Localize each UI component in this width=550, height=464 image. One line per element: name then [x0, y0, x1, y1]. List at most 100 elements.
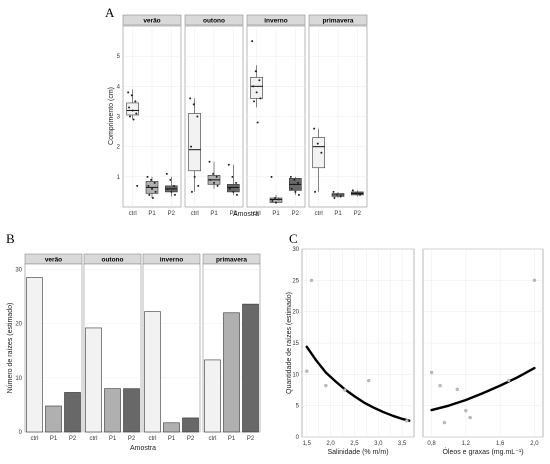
x-tick-label: 1,6	[496, 441, 505, 447]
data-point	[135, 112, 138, 115]
data-point	[150, 178, 153, 181]
data-point	[332, 190, 335, 193]
facet-strip	[246, 14, 306, 26]
y-tick-label: 4	[117, 84, 121, 90]
x-tick-label: P2	[292, 211, 300, 217]
fit-curve	[305, 345, 411, 422]
bar-ctrl	[204, 359, 221, 433]
x-tick-label: P1	[272, 211, 280, 217]
facet-title: verão	[45, 257, 62, 264]
fit-curve	[430, 366, 536, 412]
data-point	[532, 278, 537, 283]
data-point	[197, 184, 200, 187]
data-point	[132, 118, 135, 121]
y-axis-title: Número de raízes (estimado)	[7, 303, 14, 394]
bar-ctrl	[85, 327, 102, 433]
x-tick-label: P1	[210, 211, 218, 217]
bar-ctrl	[26, 277, 43, 433]
data-point	[367, 378, 371, 383]
y-axis-title: Comprimento (cm)	[108, 87, 115, 145]
data-point	[216, 184, 219, 187]
data-point	[270, 175, 273, 178]
data-point	[438, 383, 442, 388]
facet-title: outono	[101, 257, 123, 264]
box-body	[188, 113, 201, 172]
bar-ctrl	[144, 311, 161, 433]
box-ctrl	[250, 40, 263, 124]
x-tick-label: 3,5	[398, 441, 407, 447]
data-point	[316, 142, 319, 145]
data-point	[305, 369, 309, 373]
data-point	[127, 91, 130, 94]
data-point	[256, 121, 259, 124]
x-tick-label: P1	[109, 436, 117, 442]
data-point	[208, 160, 211, 163]
x-tick-label: P2	[168, 211, 176, 217]
x-tick-label: P2	[230, 211, 238, 217]
data-point	[254, 70, 257, 73]
x-tick-label: 0,8	[427, 441, 436, 447]
facet-a-2: inverno ctrl P1 P2	[246, 14, 306, 217]
box-body	[312, 137, 325, 169]
box-P1	[207, 160, 221, 189]
data-point	[173, 193, 176, 196]
box-P2	[227, 163, 240, 196]
data-point	[231, 175, 234, 178]
facet-title: primavera	[322, 18, 353, 25]
bar-P2	[182, 417, 199, 433]
data-point	[313, 127, 316, 130]
box-body	[250, 76, 263, 99]
data-point	[130, 94, 133, 97]
data-point	[277, 198, 280, 201]
data-point	[196, 115, 199, 118]
data-point	[309, 278, 314, 283]
data-point	[170, 190, 173, 193]
data-point	[442, 420, 447, 425]
box-P1	[331, 190, 345, 199]
data-point	[151, 196, 154, 199]
x-tick-label: 2,5	[350, 441, 359, 447]
bar-P1	[223, 312, 240, 433]
data-point	[190, 145, 193, 148]
chart-b: verão ctrl P1 P2 outono ctrl P1 P2 inverno ctrl P1…	[7, 253, 261, 452]
x-tick-label: 1,2	[462, 441, 471, 447]
data-point	[258, 79, 261, 82]
data-point	[255, 91, 258, 94]
y-tick-label: 2	[117, 145, 121, 151]
data-point	[227, 163, 230, 166]
x-tick-label: P1	[50, 436, 58, 442]
box-body	[126, 102, 139, 116]
y-tick-label: 5	[117, 54, 121, 60]
panel-label-c: C	[289, 231, 298, 246]
facet-title: outono	[203, 18, 225, 25]
box-P2	[165, 172, 178, 197]
x-tick-label: 3,0	[374, 441, 383, 447]
panel-label-a: A	[105, 5, 115, 20]
facet-b-2: inverno ctrl P1 P2	[142, 253, 201, 442]
box-ctrl	[312, 127, 325, 193]
facet-a-0: verão ctrl P1 P2	[122, 14, 182, 217]
facet-b-1: outono ctrl P1 P2	[83, 253, 142, 442]
facet-title: inverno	[160, 257, 184, 264]
x-tick-label: ctrl	[253, 211, 261, 217]
x-axis-title: Amostra	[130, 445, 156, 452]
facet-a-1: outono ctrl P1 P2	[184, 14, 244, 217]
y-axis-title: Quantidade de raízes (estimado)	[286, 292, 293, 394]
data-point	[464, 408, 468, 413]
data-point	[136, 184, 139, 187]
data-point	[189, 97, 192, 100]
data-point	[212, 172, 215, 175]
x-tick-label: ctrl	[129, 211, 137, 217]
data-point	[192, 103, 195, 106]
data-point	[153, 181, 156, 184]
data-point	[209, 178, 212, 181]
x-tick-label: 1,5	[303, 441, 312, 447]
y-tick-label: 15	[292, 341, 299, 347]
y-tick-label: 30	[292, 247, 299, 253]
data-point	[215, 175, 218, 178]
bar-P2	[64, 392, 81, 433]
data-point	[259, 97, 262, 100]
data-point	[468, 415, 472, 420]
y-tick-label: 20	[15, 322, 22, 328]
facet-a-3: primavera ctrl P1 P2	[308, 14, 368, 217]
